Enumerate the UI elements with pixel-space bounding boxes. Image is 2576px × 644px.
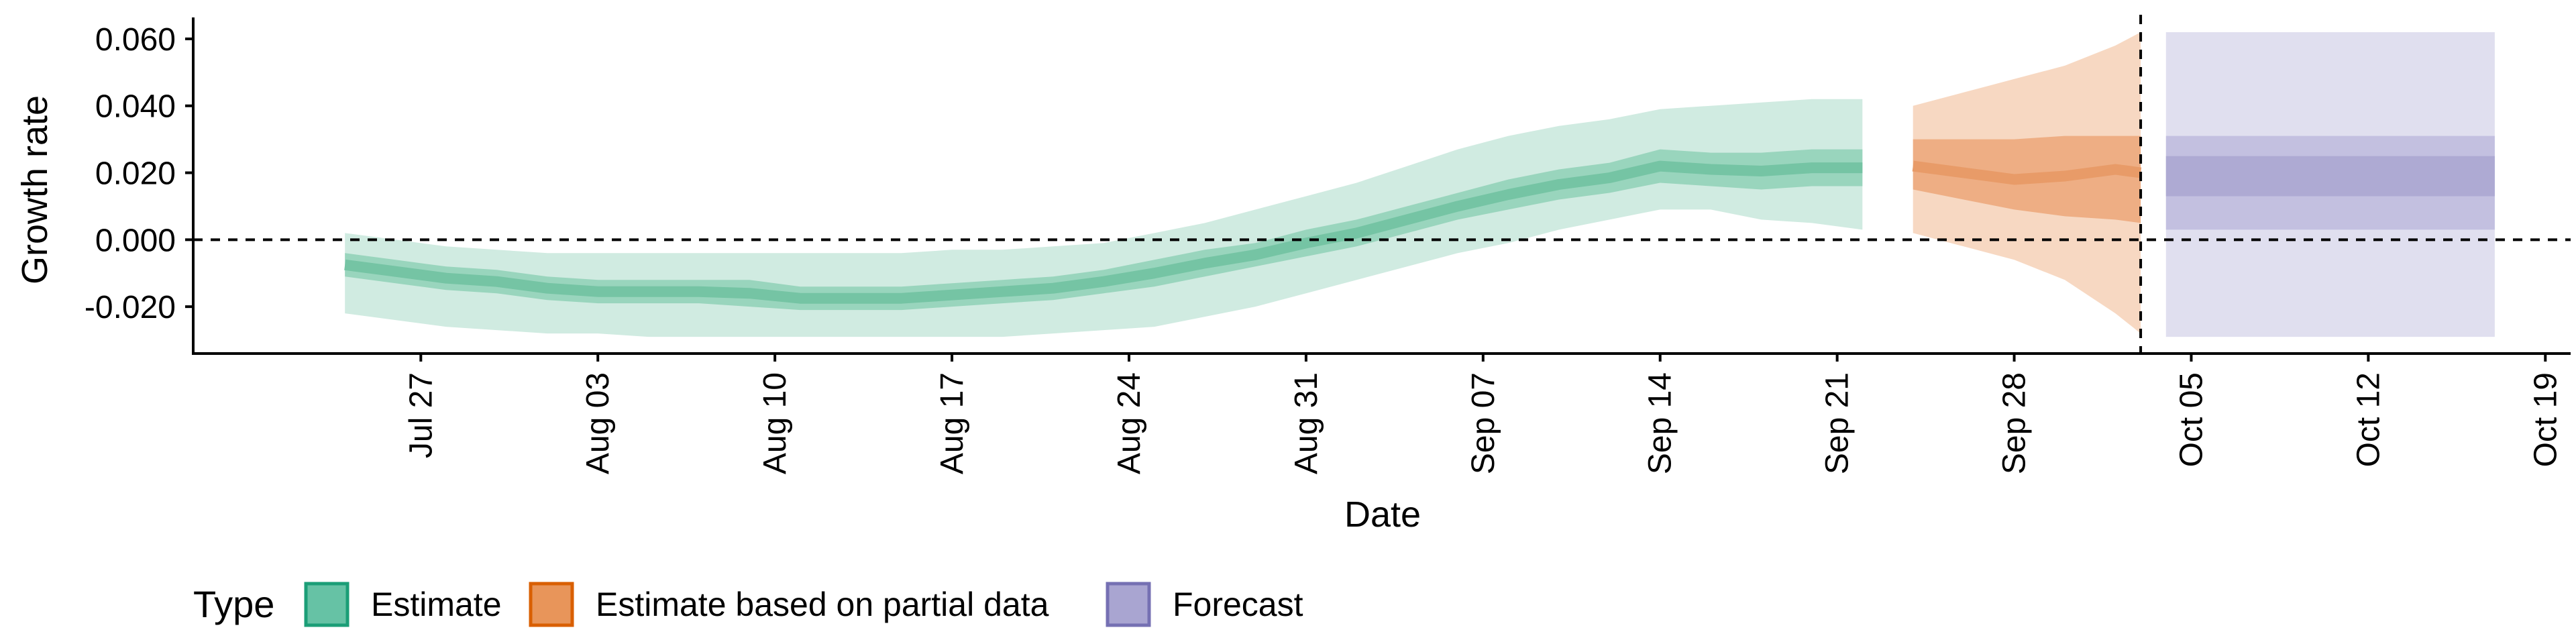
legend-label: Estimate (371, 586, 502, 623)
x-tick-label: Oct 12 (2351, 372, 2386, 467)
axes (192, 17, 2571, 355)
y-tick-label: -0.020 (85, 290, 176, 325)
legend-title: Type (193, 583, 274, 625)
y-axis-title: Growth rate (15, 95, 55, 284)
x-tick-label: Sep 07 (1466, 372, 1501, 474)
x-tick-label: Aug 17 (934, 372, 970, 474)
band-90-1 (345, 99, 1863, 337)
x-tick-label: Oct 05 (2174, 372, 2209, 467)
legend: Type Estimate Estimate based on partial d… (193, 582, 1303, 627)
legend-entry-2: Estimate based on partial data (529, 582, 1049, 627)
x-tick-label: Aug 24 (1112, 372, 1147, 474)
y-tick-label: 0.040 (95, 89, 176, 125)
legend-swatch (529, 582, 574, 627)
median-layer (344, 156, 2495, 304)
legend-entry-3: Forecast (1106, 582, 1303, 627)
y-tick-label: 0.060 (95, 22, 176, 58)
legend-label: Forecast (1173, 586, 1303, 623)
median-line-1 (344, 160, 1863, 304)
y-ticks: -0.020 0.000 0.020 0.040 0.060 (85, 22, 193, 325)
legend-entries: Estimate Estimate based on partial data Fo… (304, 582, 1303, 627)
x-ticks: Jul 27 Aug 03 Aug 10 Aug 17 Aug 24 Aug 31 Sep … (403, 354, 2563, 474)
x-tick-label: Aug 10 (757, 372, 793, 474)
legend-swatch (1106, 582, 1151, 627)
median-line-2 (1912, 160, 2142, 185)
x-tick-label: Sep 21 (1820, 372, 1856, 474)
x-tick-label: Aug 03 (580, 372, 616, 474)
legend-swatch (304, 582, 350, 627)
legend-entry-1: Estimate (304, 582, 502, 627)
median-band-3 (2165, 156, 2495, 197)
y-tick-label: 0.000 (95, 223, 176, 258)
x-tick-label: Jul 27 (403, 372, 439, 458)
band-50-1 (345, 149, 1863, 311)
x-axis-title: Date (1344, 494, 1421, 535)
y-tick-label: 0.020 (95, 156, 176, 192)
legend-label: Estimate based on partial data (596, 586, 1049, 623)
x-tick-label: Sep 14 (1643, 372, 1678, 474)
reference-lines (193, 15, 2571, 354)
x-tick-label: Aug 31 (1289, 372, 1324, 474)
x-tick-label: Sep 28 (1997, 372, 2033, 474)
x-tick-label: Oct 19 (2528, 372, 2563, 467)
